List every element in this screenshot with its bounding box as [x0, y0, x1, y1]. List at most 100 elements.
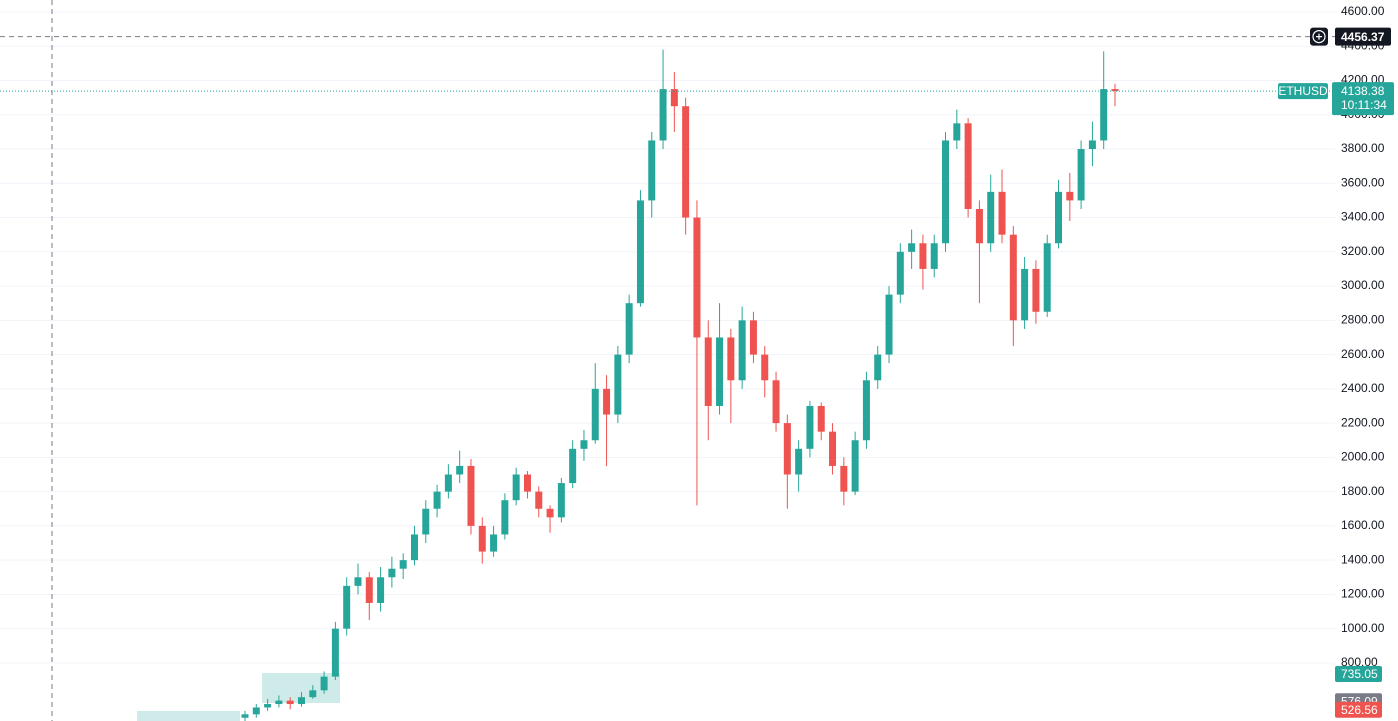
- y-tick-label: 1800.00: [1341, 484, 1385, 498]
- candle-body: [286, 700, 294, 705]
- candle-body: [851, 440, 859, 492]
- candle-body: [535, 491, 543, 509]
- candle-body: [987, 191, 995, 244]
- candle-body: [354, 577, 362, 586]
- candle-body: [501, 500, 509, 535]
- candle-body: [908, 243, 916, 252]
- candle-body: [1009, 234, 1017, 321]
- candle-body: [603, 388, 611, 415]
- y-tick-label: 1200.00: [1341, 587, 1385, 601]
- y-tick-label: 2000.00: [1341, 450, 1385, 464]
- candle-body: [1055, 191, 1063, 244]
- candle-body: [874, 354, 882, 381]
- candle-body: [546, 508, 554, 518]
- candle-body: [738, 320, 746, 381]
- candle-body: [490, 534, 498, 552]
- y-tick-label: 1600.00: [1341, 518, 1385, 532]
- last-price-tag: [1332, 82, 1394, 116]
- y-tick-label: 4600.00: [1341, 4, 1385, 18]
- candle-body: [365, 577, 373, 603]
- candle-body: [840, 465, 848, 492]
- candle-body: [478, 525, 486, 552]
- candle-body: [523, 474, 531, 492]
- grid: [0, 11, 1335, 664]
- candle-body: [1100, 89, 1108, 141]
- candle-body: [704, 337, 712, 406]
- candle-body: [625, 303, 633, 355]
- candle-body: [1088, 140, 1096, 150]
- y-tick-label: 3200.00: [1341, 244, 1385, 258]
- level-label: 735.05: [1341, 667, 1378, 681]
- candle-body: [795, 448, 803, 475]
- candle-body: [829, 431, 837, 466]
- candle-body: [885, 294, 893, 355]
- candle-body: [614, 354, 622, 415]
- y-tick-label: 1000.00: [1341, 621, 1385, 635]
- candle-body: [727, 337, 735, 381]
- candle-body: [309, 690, 317, 698]
- candle-body: [343, 585, 351, 629]
- candle-body: [693, 217, 701, 338]
- candle-body: [433, 491, 441, 509]
- candle-body: [591, 388, 599, 441]
- drawing-box: [137, 711, 240, 721]
- candle-body: [320, 676, 328, 691]
- candle-body: [806, 405, 814, 449]
- y-tick-label: 2400.00: [1341, 381, 1385, 395]
- candle-body: [456, 465, 464, 475]
- y-tick-label: 3400.00: [1341, 210, 1385, 224]
- candle-body: [896, 251, 904, 295]
- candle-body: [783, 423, 791, 475]
- candle-body: [998, 191, 1006, 235]
- candle-body: [975, 208, 983, 244]
- candle-body: [275, 700, 283, 705]
- y-tick-label: 3600.00: [1341, 175, 1385, 189]
- symbol-label: ETHUSD: [1278, 84, 1328, 98]
- level-tag: [1335, 701, 1382, 718]
- candle-body: [648, 140, 656, 201]
- candle-body: [297, 697, 305, 705]
- candle-body: [682, 106, 690, 218]
- level-label: 526.56: [1341, 703, 1378, 717]
- crosshair-plus-icon: [1312, 29, 1326, 44]
- candle-body: [1077, 149, 1085, 201]
- candle-body: [422, 508, 430, 535]
- candle-body: [659, 89, 667, 141]
- crosshair-plus-icon: [1316, 33, 1322, 40]
- candle-body: [919, 243, 927, 269]
- y-tick-label: 2800.00: [1341, 313, 1385, 327]
- candle-body: [1111, 89, 1119, 92]
- y-tick-label: 2600.00: [1341, 347, 1385, 361]
- candle-body: [388, 568, 396, 578]
- candle-body: [636, 200, 644, 304]
- candle-body: [241, 714, 249, 718]
- y-tick-label: 3000.00: [1341, 278, 1385, 292]
- candle-body: [1021, 268, 1029, 321]
- level-tag: [1335, 666, 1382, 683]
- candle-body: [670, 89, 678, 107]
- candle-body: [512, 474, 520, 501]
- y-tick-label: 1400.00: [1341, 552, 1385, 566]
- candle-body: [1043, 243, 1051, 312]
- y-tick-label: 2200.00: [1341, 415, 1385, 429]
- candle-body: [264, 704, 272, 708]
- candle-body: [772, 380, 780, 424]
- candle-body: [252, 707, 260, 715]
- candle-body: [399, 560, 407, 569]
- candle-body: [964, 123, 972, 209]
- y-tick-label: 800.00: [1341, 655, 1378, 669]
- y-tick-label: 3800.00: [1341, 141, 1385, 155]
- last-price-label: 4138.38: [1341, 84, 1385, 98]
- crosshair-price-label: 4456.37: [1341, 30, 1385, 44]
- crosshair-price-tag: [1335, 27, 1391, 46]
- candle-body: [953, 123, 961, 141]
- candle-body: [331, 628, 339, 677]
- candle-body: [569, 448, 577, 484]
- candle-body: [467, 465, 475, 526]
- candle-body: [817, 405, 825, 432]
- candle-body: [1032, 268, 1040, 312]
- symbol-tag: [1278, 83, 1328, 100]
- candle-body: [930, 243, 938, 269]
